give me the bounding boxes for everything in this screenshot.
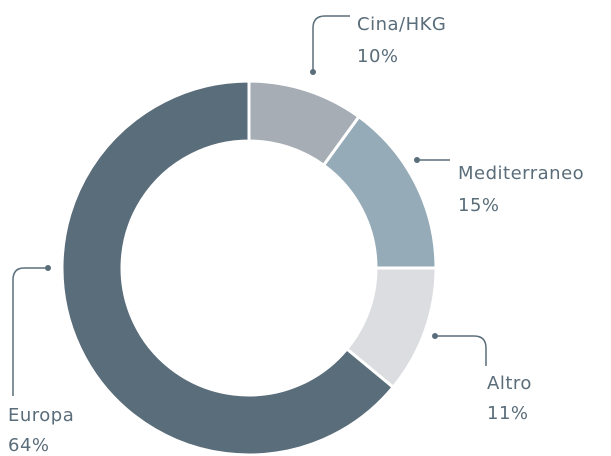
segment-value-label: 10% xyxy=(357,46,399,67)
donut-segment xyxy=(60,79,396,456)
segment-label: Europa xyxy=(8,405,74,426)
segment-value-label: 15% xyxy=(458,195,500,216)
leader-dot xyxy=(414,157,420,163)
leader-line xyxy=(312,15,350,72)
leader-line xyxy=(12,267,48,396)
leader-dot xyxy=(310,69,316,75)
segment-label: Cina/HKG xyxy=(357,14,446,35)
segment-value-label: 64% xyxy=(8,435,50,456)
leader-lines xyxy=(12,15,487,396)
segment-value-label: 11% xyxy=(487,403,529,424)
leader-dot xyxy=(432,333,438,339)
labels: Cina/HKG 10% Mediterraneo 15% Altro 11% Europa… xyxy=(8,14,584,456)
donut xyxy=(60,79,438,456)
segment-label: Mediterraneo xyxy=(458,163,584,184)
segment-label: Altro xyxy=(487,373,532,394)
leader-dot xyxy=(45,265,51,271)
leader-line xyxy=(435,335,487,366)
